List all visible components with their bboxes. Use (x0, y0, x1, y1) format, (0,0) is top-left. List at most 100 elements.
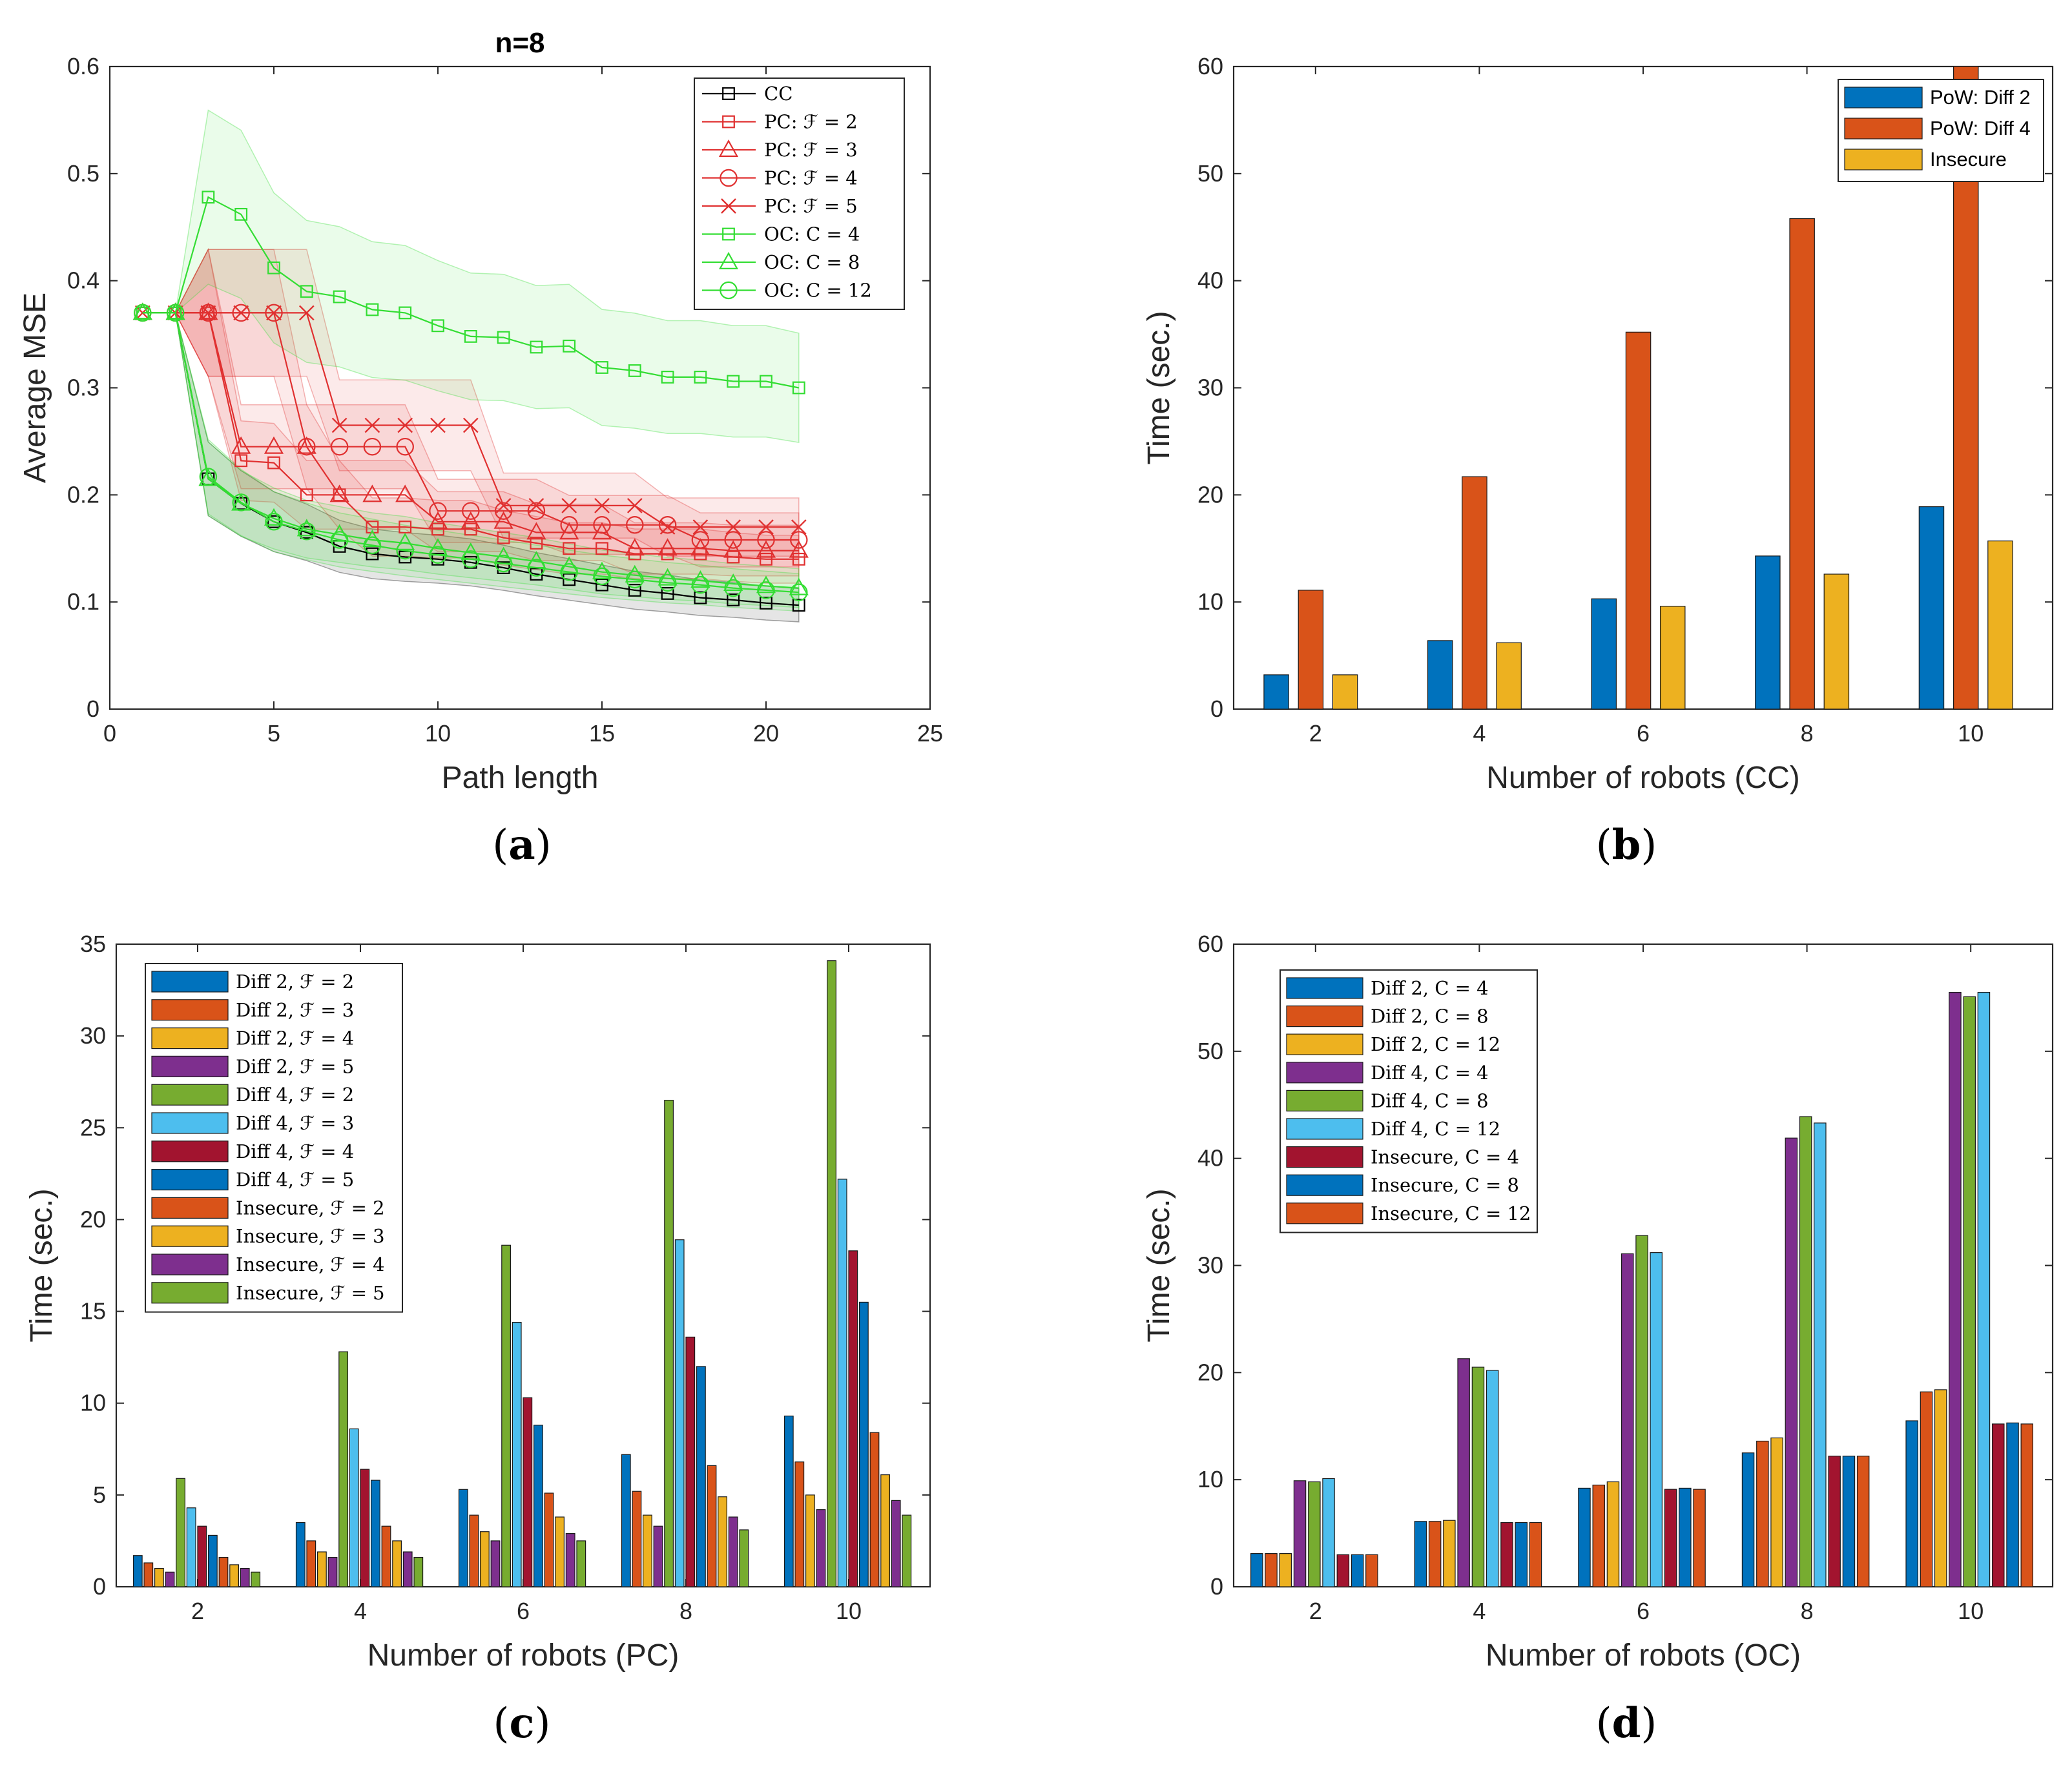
bar (1842, 1456, 1856, 1587)
legend: Diff 2, ℱ = 2 Diff 2, ℱ = 3 Diff 2, ℱ = 4 D… (145, 963, 403, 1313)
bar (869, 1432, 880, 1587)
panel-label-paren: ) (1641, 1700, 1657, 1748)
legend-label: OC: C = 12 (764, 280, 872, 302)
data-point (528, 498, 544, 513)
bar (1905, 1420, 1918, 1587)
x-tick-label: 6 (1637, 720, 1650, 747)
legend-item: Insecure, C = 4 (1286, 1146, 1519, 1168)
bar (1308, 1481, 1321, 1587)
panel-a: 0 0.1 0.2 0.3 0.4 0.5 0.6 Path length Average MS… (18, 27, 943, 869)
x-tick-label: 4 (354, 1598, 367, 1624)
bar-group (1591, 331, 1686, 710)
legend-swatch (1286, 1089, 1363, 1112)
legend-item: Diff 2, C = 8 (1286, 1006, 1489, 1027)
data-point (493, 511, 513, 529)
data-point (790, 583, 808, 601)
legend-item: Insecure (1844, 148, 2007, 170)
legend-swatch (1286, 1118, 1363, 1140)
y-tick-label: 10 (1197, 588, 1223, 615)
bar (306, 1540, 316, 1587)
data-point (690, 570, 710, 588)
legend-item: OC: C = 12 (702, 280, 872, 302)
legend-label: Diff 2, C = 12 (1371, 1033, 1500, 1055)
data-point (430, 417, 446, 433)
data-point (691, 531, 710, 549)
bar (739, 1529, 749, 1587)
y-tick-label: 40 (1197, 1145, 1223, 1172)
legend-label: Diff 4, C = 8 (1371, 1089, 1489, 1111)
x-tick-label: 10 (1958, 720, 1984, 747)
bar (295, 1522, 306, 1587)
bar (1977, 991, 1991, 1587)
data-point (596, 542, 608, 555)
bar (576, 1540, 586, 1587)
bar (251, 1571, 261, 1587)
legend-item: Diff 4, C = 4 (1286, 1062, 1489, 1084)
bar (1770, 1437, 1783, 1587)
y-tick-label: 50 (1197, 1038, 1223, 1064)
legend-label: Diff 4, ℱ = 3 (236, 1112, 354, 1134)
data-point (561, 498, 577, 513)
legend-item: Diff 4, C = 12 (1286, 1118, 1500, 1140)
bar (1987, 540, 2013, 710)
legend-item: PC: ℱ = 5 (702, 195, 858, 217)
x-tick-label: 10 (1958, 1598, 1984, 1624)
bar-group (1905, 991, 2034, 1587)
marker-stroke (462, 417, 479, 433)
marker-stroke (495, 498, 512, 513)
bar (501, 1244, 511, 1587)
data-point (300, 488, 313, 502)
data-point (461, 511, 481, 529)
data-point (626, 570, 644, 589)
data-point (298, 437, 316, 456)
legend-item: Insecure, ℱ = 4 (151, 1254, 385, 1275)
legend-label: Diff 2, ℱ = 2 (236, 971, 354, 993)
x-tick-label: 2 (1309, 720, 1322, 747)
data-point (431, 552, 444, 566)
legend-item: Diff 2, C = 12 (1286, 1033, 1500, 1055)
x-tick-label: 5 (267, 720, 280, 747)
x-tick-label: 6 (517, 1598, 530, 1624)
panel-label-paren: ( (1596, 1700, 1612, 1748)
bar (1650, 1252, 1663, 1587)
data-point (199, 468, 218, 486)
bar (1515, 1522, 1528, 1587)
data-point (727, 375, 740, 388)
bar-group (783, 960, 912, 1587)
y-tick-label: 0 (93, 1573, 106, 1600)
data-point (366, 521, 379, 533)
bar-group (132, 1478, 261, 1587)
data-point (497, 561, 510, 574)
bar (696, 1366, 706, 1587)
bar (479, 1531, 490, 1587)
marker-stroke (364, 417, 380, 433)
y-tick-label: 5 (93, 1481, 106, 1508)
legend-swatch (1286, 1062, 1363, 1084)
data-point (790, 531, 808, 549)
legend-item: PC: ℱ = 3 (702, 139, 858, 161)
legend-swatch (151, 1168, 229, 1191)
data-point (166, 304, 185, 322)
bar (349, 1428, 359, 1587)
data-point (560, 516, 578, 534)
bar (381, 1525, 391, 1587)
bar (805, 1494, 815, 1587)
data-point (723, 540, 743, 558)
x-axis-label: Path length (442, 761, 599, 795)
bar (1660, 606, 1686, 710)
bar (2006, 1422, 2019, 1587)
bar (512, 1321, 522, 1587)
legend-swatch (151, 1027, 229, 1049)
bar (1693, 1489, 1706, 1587)
legend: CC PC: ℱ = 2 PC: ℱ = 3 PC: ℱ = 4 PC: ℱ = 5 OC… (694, 77, 905, 310)
bar (186, 1507, 196, 1587)
legend-swatch (151, 971, 229, 993)
data-point (165, 302, 185, 320)
data-point (724, 579, 742, 597)
bar (327, 1556, 338, 1587)
series-group (132, 302, 809, 558)
bar (1789, 218, 1815, 710)
data-point (497, 531, 510, 544)
data-point (658, 568, 678, 586)
legend-swatch (151, 1197, 229, 1219)
